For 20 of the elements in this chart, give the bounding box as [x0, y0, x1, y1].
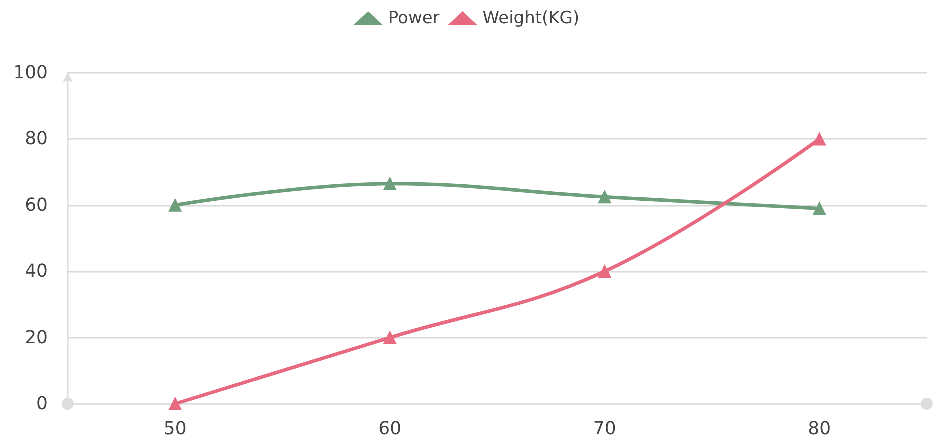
point [168, 398, 182, 410]
y-tick-label: 60 [25, 194, 48, 216]
point [168, 198, 182, 212]
x-tick-label: 70 [593, 418, 616, 440]
legend-label: Power [388, 8, 440, 28]
point [813, 202, 826, 216]
x-tick-label: 80 [808, 418, 832, 440]
x-tick-label: 50 [164, 418, 187, 440]
y-tick-label: 40 [25, 261, 48, 282]
y-tick-label: 80 [25, 128, 48, 150]
point [384, 177, 397, 190]
point [813, 132, 826, 146]
point [598, 265, 612, 278]
y-tick-label: 0 [36, 394, 48, 414]
point [384, 331, 397, 344]
y-tick-label: 20 [25, 327, 48, 348]
point [598, 190, 612, 204]
x-tick-label: 60 [378, 418, 402, 440]
y-tick-label: 100 [14, 62, 48, 84]
legend-label: Weight(KG) [482, 8, 580, 28]
